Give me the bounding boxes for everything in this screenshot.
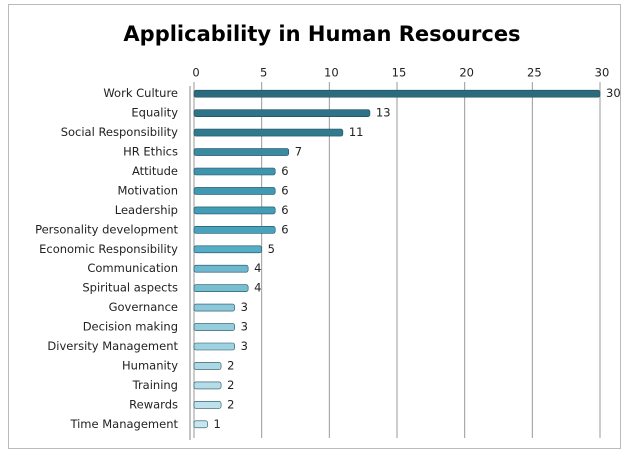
value-label: 7	[295, 145, 302, 159]
value-label: 11	[349, 125, 364, 139]
value-label: 4	[254, 281, 261, 295]
chart-border	[8, 4, 621, 449]
bar	[193, 148, 290, 156]
value-label: 13	[376, 106, 391, 120]
bar	[193, 323, 235, 331]
x-tick-label: 25	[527, 66, 542, 80]
bar	[193, 381, 222, 390]
bar	[193, 187, 276, 195]
bar	[193, 109, 371, 117]
value-label: 4	[254, 261, 261, 275]
value-label: 30	[606, 86, 621, 100]
value-label: 5	[268, 242, 275, 256]
x-tick-label: 20	[459, 66, 474, 80]
value-label: 2	[227, 358, 234, 372]
bar	[193, 303, 235, 312]
value-label: 6	[281, 183, 288, 197]
bar	[193, 362, 222, 370]
bar	[193, 245, 262, 254]
value-label: 6	[281, 164, 288, 178]
y-tick-label: Leadership	[115, 203, 178, 217]
value-label: 6	[281, 203, 288, 217]
y-tick-label: Time Management	[69, 417, 178, 431]
bar	[193, 89, 601, 98]
bar	[193, 206, 276, 215]
x-tick-label: 0	[192, 66, 199, 80]
value-label: 2	[227, 378, 234, 392]
x-tick-label: 15	[392, 66, 407, 80]
bar	[193, 420, 208, 429]
y-tick-label: Humanity	[122, 358, 178, 372]
bar	[193, 264, 249, 273]
bar	[193, 128, 344, 137]
value-label: 6	[281, 222, 288, 236]
y-tick-label: Economic Responsibility	[39, 242, 178, 256]
y-tick-label: HR Ethics	[123, 145, 178, 159]
x-tick-label: 30	[595, 66, 610, 80]
y-tick-label: Work Culture	[103, 86, 178, 100]
value-label: 3	[241, 339, 248, 353]
y-tick-label: Communication	[87, 261, 178, 275]
y-tick-label: Governance	[109, 300, 178, 314]
value-label: 2	[227, 397, 234, 411]
value-label: 3	[241, 300, 248, 314]
y-tick-label: Attitude	[132, 164, 178, 178]
y-tick-label: Equality	[131, 106, 178, 120]
y-tick-label: Decision making	[83, 320, 178, 334]
x-tick-label: 10	[324, 66, 339, 80]
bar	[193, 401, 222, 409]
bar	[193, 342, 235, 351]
y-tick-label: Training	[132, 378, 178, 392]
y-tick-label: Personality development	[35, 222, 178, 236]
y-tick-label: Social Responsibility	[61, 125, 178, 139]
value-label: 1	[214, 417, 221, 431]
bar	[193, 167, 276, 176]
x-tick-label: 5	[260, 66, 267, 80]
y-tick-label: Spiritual aspects	[82, 281, 178, 295]
bar	[193, 226, 276, 234]
y-tick-label: Motivation	[117, 183, 178, 197]
chart-title: Applicability in Human Resources	[123, 22, 520, 46]
value-label: 3	[241, 320, 248, 334]
y-tick-label: Rewards	[129, 397, 178, 411]
bar	[193, 284, 249, 292]
y-tick-label: Diversity Management	[47, 339, 178, 353]
